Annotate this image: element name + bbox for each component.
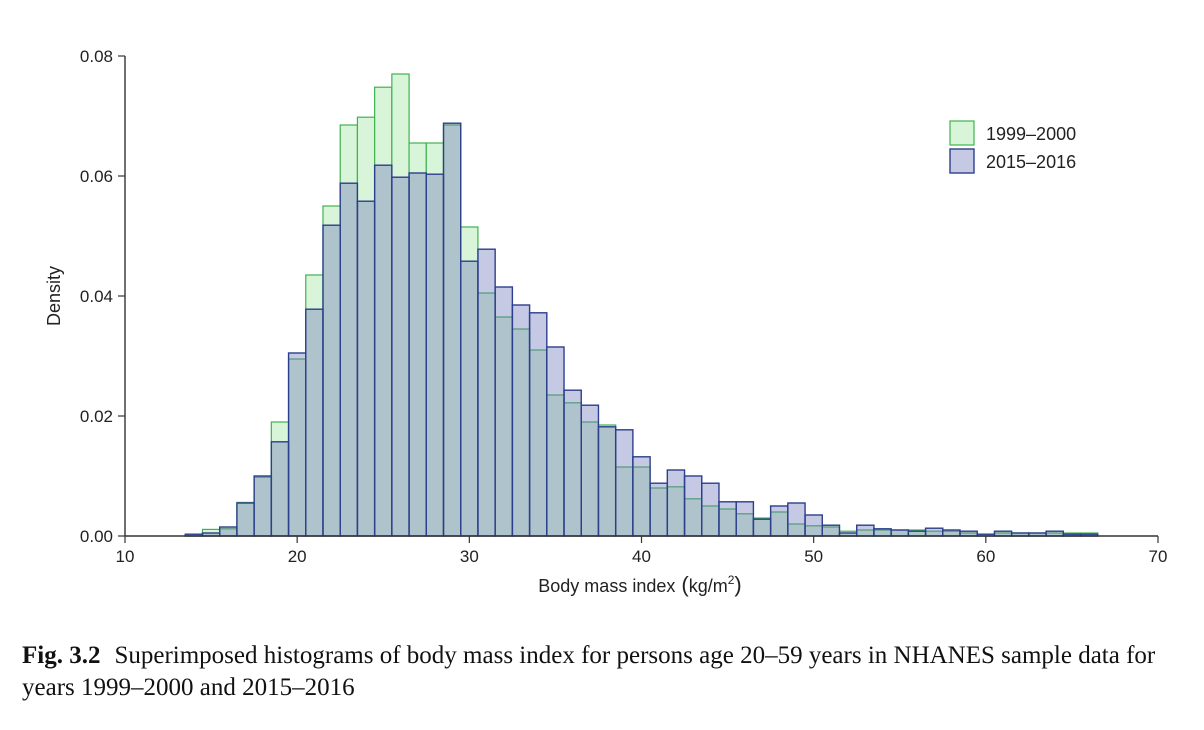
histogram-bar-series-2: [959, 530, 978, 537]
histogram-bar-series-2: [804, 514, 823, 537]
histogram-bar-series-2: [494, 286, 514, 537]
histogram-bar-series-2: [322, 224, 341, 537]
x-tick-label: 70: [1149, 547, 1168, 566]
histogram-bar-series-2: [528, 312, 548, 537]
histogram-bar-series-2: [546, 346, 565, 537]
histogram-bar-series-2: [356, 200, 376, 537]
histogram-bar-series-2: [993, 530, 1013, 537]
histogram-bar-series-2: [460, 260, 479, 537]
x-axis-title-open-paren: (: [681, 572, 689, 597]
histogram-bar-series-2: [373, 164, 393, 537]
histogram-chart: 0.00 0.02 0.04 0.06 0.08 10 20 30 40 50 60 70 Dens…: [44, 47, 1168, 597]
histogram-bar-series-2: [718, 501, 737, 537]
legend-swatch-series-1: [949, 120, 975, 146]
y-tick-label: 0.00: [80, 527, 113, 546]
histogram-bar-series-2: [339, 182, 359, 537]
histogram-bar-series-2: [907, 530, 927, 537]
x-tick-label: 50: [804, 547, 823, 566]
y-axis-ticks: 0.00 0.02 0.04 0.06 0.08: [80, 47, 125, 546]
x-axis-title: Body mass index (kg/m2): [538, 572, 741, 597]
x-tick-label: 40: [632, 547, 651, 566]
histogram-bar-series-2: [821, 524, 841, 537]
histogram-bar-series-2: [701, 482, 720, 537]
y-tick-label: 0.08: [80, 47, 113, 66]
figure-caption: Fig. 3.2 Superimposed histograms of body …: [22, 640, 1192, 704]
x-axis-title-unit: kg/m: [689, 576, 728, 596]
caption-text: Superimposed histograms of body mass ind…: [22, 642, 1156, 701]
y-tick-label: 0.04: [80, 287, 113, 306]
histogram-bar-series-2: [632, 456, 651, 537]
legend-label-series-2: 2015–2016: [986, 152, 1076, 172]
histogram-bar-series-2: [787, 502, 806, 537]
histogram-bar-series-2: [942, 529, 961, 537]
histogram-bar-series-2: [563, 389, 582, 537]
histogram-bar-series-2: [270, 441, 290, 537]
x-tick-label: 10: [116, 547, 135, 566]
histogram-bar-series-2: [218, 526, 238, 537]
histogram-bar-series-2: [305, 308, 324, 537]
histogram-bar-series-2: [236, 502, 255, 537]
histogram-bar-series-2: [890, 529, 910, 537]
histogram-bar-series-2: [442, 122, 462, 537]
histogram-bar-series-2: [580, 404, 600, 537]
histogram-bar-series-2: [511, 304, 531, 537]
histogram-bar-series-2: [425, 173, 445, 537]
x-tick-label: 30: [460, 547, 479, 566]
x-axis-title-main: Body mass index: [538, 576, 675, 596]
histogram-bar-series-2: [735, 501, 755, 537]
histogram-bar-series-2: [873, 528, 892, 537]
caption-figure-label: Fig. 3.2: [22, 642, 101, 669]
histogram-bar-series-2: [683, 475, 703, 537]
histogram-bar-series-2: [614, 429, 634, 537]
histogram-bar-series-2: [649, 482, 669, 537]
series-2-bars: [184, 122, 1099, 537]
histogram-bar-series-2: [597, 426, 617, 537]
x-axis-title-unit-exponent: 2: [728, 573, 735, 587]
histogram-bar-series-2: [924, 527, 944, 537]
y-tick-label: 0.02: [80, 407, 113, 426]
x-tick-label: 20: [288, 547, 307, 566]
histogram-bar-series-2: [769, 505, 789, 537]
histogram-bar-series-2: [391, 176, 410, 537]
histogram-bar-series-2: [666, 469, 686, 537]
histogram-bar-series-2: [752, 518, 772, 537]
x-tick-label: 60: [976, 547, 995, 566]
y-axis-title: Density: [44, 266, 64, 326]
histogram-bar-series-2: [1045, 530, 1065, 537]
legend: 1999–2000 2015–2016: [949, 120, 1076, 174]
histogram-bar-series-2: [856, 524, 875, 537]
histogram-bar-series-2: [253, 475, 273, 537]
y-tick-label: 0.06: [80, 167, 113, 186]
histogram-bar-series-2: [477, 248, 496, 537]
legend-label-series-1: 1999–2000: [986, 124, 1076, 144]
histogram-bar-series-2: [408, 172, 427, 537]
histogram-bar-series-2: [287, 352, 307, 537]
x-axis-ticks: 10 20 30 40 50 60 70: [116, 536, 1168, 566]
x-axis-title-close-paren: ): [734, 572, 741, 597]
legend-swatch-series-2: [949, 148, 975, 174]
